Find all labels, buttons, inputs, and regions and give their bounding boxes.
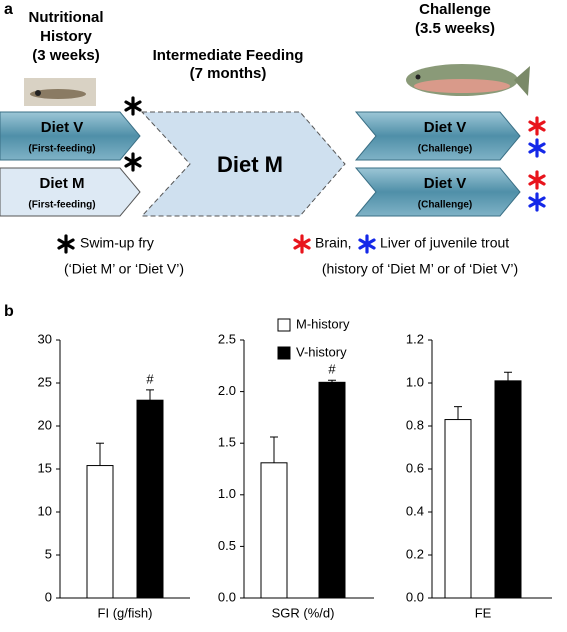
y-tick-label: 5 bbox=[45, 546, 52, 561]
legend-text: Swim-up fry bbox=[80, 235, 154, 251]
bar bbox=[494, 380, 522, 599]
bar bbox=[86, 465, 114, 599]
y-tick-label: 15 bbox=[38, 460, 52, 475]
diet-box bbox=[0, 111, 141, 161]
legend-swatch bbox=[277, 318, 291, 332]
box-label: Diet M bbox=[217, 152, 283, 177]
y-tick-label: 2.5 bbox=[218, 331, 236, 346]
annotation: # bbox=[328, 362, 336, 377]
panel-label: b bbox=[4, 303, 14, 320]
diet-box bbox=[0, 167, 141, 217]
stage-title: Nutritional bbox=[29, 9, 104, 26]
x-category-label: SGR (%/d) bbox=[272, 605, 335, 620]
asterisk bbox=[528, 138, 546, 158]
stage-duration: (7 months) bbox=[190, 65, 267, 82]
asterisk bbox=[528, 170, 546, 190]
legend-text: Liver of juvenile trout bbox=[380, 235, 509, 251]
stage-duration: (3 weeks) bbox=[32, 47, 100, 64]
box-sublabel: (First-feeding) bbox=[28, 200, 95, 211]
y-tick-label: 0.4 bbox=[406, 503, 424, 518]
bar bbox=[136, 399, 164, 599]
box-label: Diet V bbox=[424, 175, 467, 192]
asterisk bbox=[528, 192, 546, 212]
y-tick-label: 2.0 bbox=[218, 383, 236, 398]
stage-title: History bbox=[40, 28, 92, 45]
y-tick-label: 1.0 bbox=[406, 374, 424, 389]
y-tick-label: 0.0 bbox=[218, 589, 236, 604]
asterisk bbox=[528, 116, 546, 136]
x-category-label: FI (g/fish) bbox=[98, 605, 153, 620]
asterisk bbox=[358, 234, 376, 254]
box-sublabel: (First-feeding) bbox=[28, 144, 95, 155]
y-tick-label: 0.6 bbox=[406, 460, 424, 475]
annotation: # bbox=[146, 371, 154, 386]
trout-image bbox=[406, 64, 530, 96]
legend-label: M-history bbox=[296, 316, 350, 331]
box-label: Diet V bbox=[41, 119, 84, 136]
legend-text: (‘Diet M’ or ‘Diet V’) bbox=[64, 261, 184, 277]
box-label: Diet V bbox=[424, 119, 467, 136]
y-tick-label: 0 bbox=[45, 589, 52, 604]
stage-title: Intermediate Feeding bbox=[153, 47, 304, 64]
legend-text: Brain, bbox=[315, 235, 352, 251]
box-sublabel: (Challenge) bbox=[418, 144, 472, 155]
legend-text: (history of ‘Diet M’ or of ‘Diet V’) bbox=[322, 261, 518, 277]
y-tick-label: 0.2 bbox=[406, 546, 424, 561]
asterisk bbox=[293, 234, 311, 254]
fry-image bbox=[24, 78, 96, 106]
asterisk bbox=[57, 234, 75, 254]
stage-duration: (3.5 weeks) bbox=[415, 20, 495, 37]
panel-label: a bbox=[4, 1, 13, 18]
y-tick-label: 0.8 bbox=[406, 417, 424, 432]
diet-box bbox=[354, 111, 521, 161]
y-tick-label: 25 bbox=[38, 374, 52, 389]
box-label: Diet M bbox=[40, 175, 85, 192]
y-tick-label: 1.2 bbox=[406, 331, 424, 346]
diet-box bbox=[354, 167, 521, 217]
bar bbox=[318, 381, 346, 599]
y-tick-label: 30 bbox=[38, 331, 52, 346]
asterisk bbox=[124, 152, 142, 172]
diet-chevron bbox=[140, 111, 346, 217]
y-tick-label: 10 bbox=[38, 503, 52, 518]
x-category-label: FE bbox=[475, 605, 492, 620]
y-tick-label: 0.5 bbox=[218, 538, 236, 553]
legend-label: V-history bbox=[296, 344, 347, 359]
y-tick-label: 1.0 bbox=[218, 486, 236, 501]
y-tick-label: 1.5 bbox=[218, 435, 236, 450]
y-tick-label: 0.0 bbox=[406, 589, 424, 604]
legend-swatch bbox=[277, 346, 291, 360]
y-tick-label: 20 bbox=[38, 417, 52, 432]
box-sublabel: (Challenge) bbox=[418, 200, 472, 211]
stage-title: Challenge bbox=[419, 1, 491, 18]
asterisk bbox=[124, 96, 142, 116]
bar bbox=[260, 462, 288, 599]
bar bbox=[444, 419, 472, 599]
